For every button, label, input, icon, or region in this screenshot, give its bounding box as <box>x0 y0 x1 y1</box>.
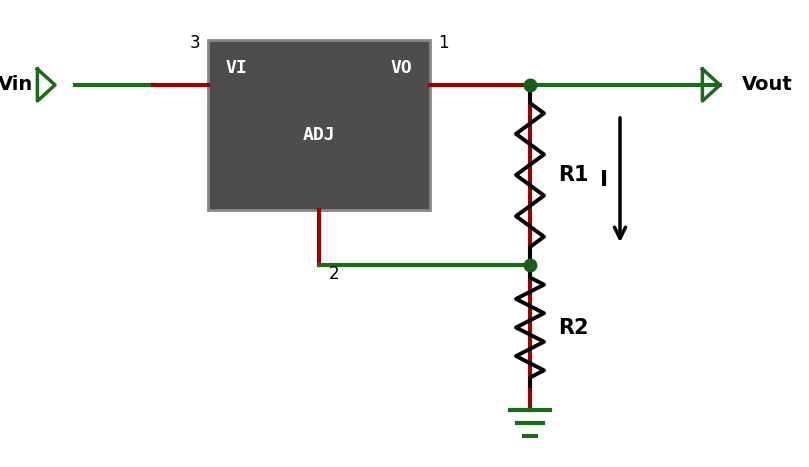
Text: ADJ: ADJ <box>303 126 335 144</box>
Text: 1: 1 <box>438 34 449 52</box>
Text: Vin: Vin <box>0 76 33 94</box>
Text: Vout: Vout <box>742 76 793 94</box>
Text: I: I <box>600 170 608 190</box>
Text: 3: 3 <box>189 34 200 52</box>
Text: R1: R1 <box>558 165 588 185</box>
Text: 2: 2 <box>329 265 340 283</box>
Bar <box>208 40 430 210</box>
Text: VO: VO <box>390 59 412 77</box>
Text: VI: VI <box>226 59 248 77</box>
Text: R2: R2 <box>558 318 588 338</box>
